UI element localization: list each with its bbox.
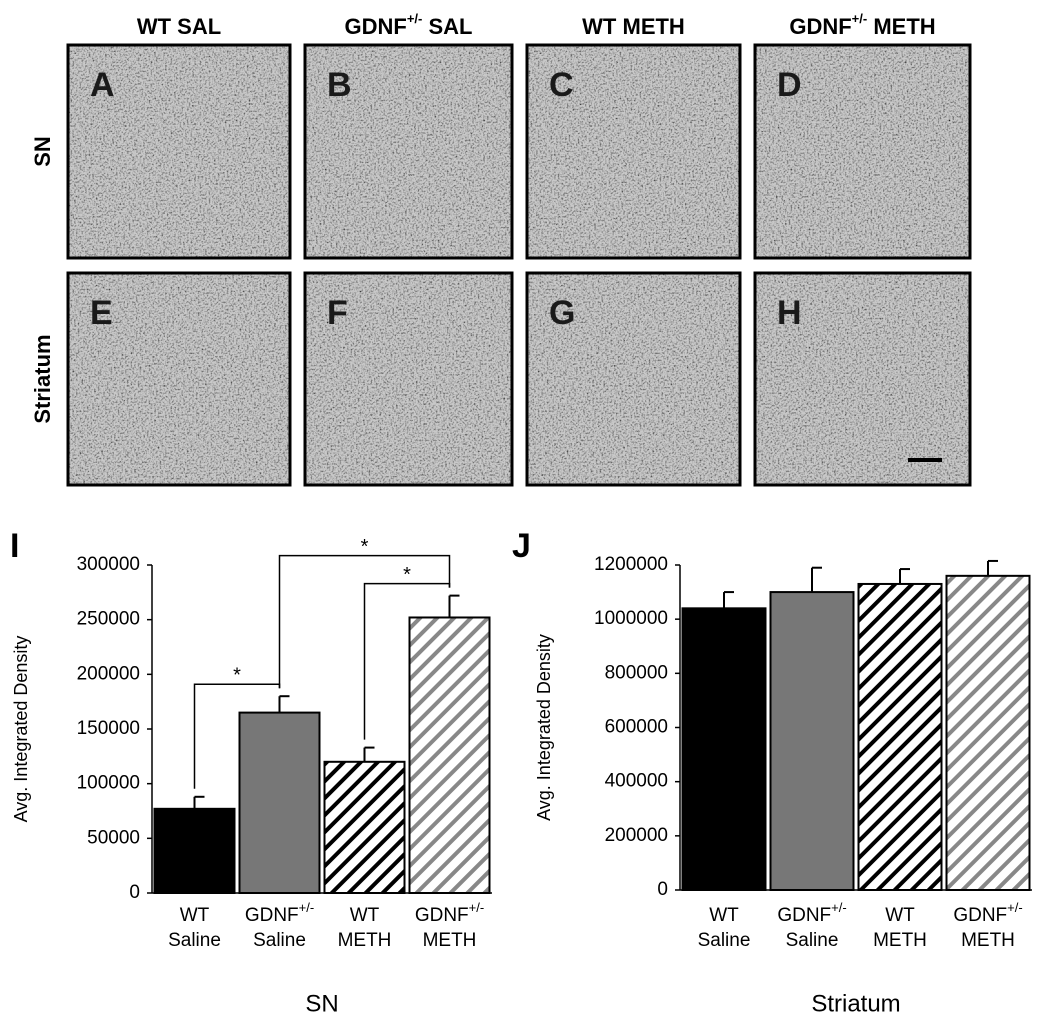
y-tick-label: 1000000 xyxy=(594,608,668,629)
significance-label: * xyxy=(361,536,369,558)
x-axis-label: Striatum xyxy=(811,990,900,1017)
bar xyxy=(408,616,491,894)
panel-letter: B xyxy=(327,66,352,104)
bar xyxy=(857,582,943,891)
column-header-text: WT SAL xyxy=(137,14,221,39)
y-tick-label: 300000 xyxy=(77,554,140,575)
bar xyxy=(945,574,1031,891)
y-axis-label: Avg. Integrated Density xyxy=(534,634,554,821)
x-tick-label-sup: +/- xyxy=(831,900,847,915)
micrograph xyxy=(755,45,970,258)
x-tick-label: WT xyxy=(180,905,210,926)
micrograph-frame xyxy=(303,43,514,260)
panel-letter: E xyxy=(90,294,113,332)
x-tick-label-text: GDNF xyxy=(415,905,469,926)
y-tick-label: 0 xyxy=(129,882,140,903)
y-tick-label: 250000 xyxy=(77,609,140,630)
x-tick-label: GDNF+/- xyxy=(415,900,484,926)
column-header-sup: +/- xyxy=(852,11,868,26)
x-tick-label-text: GDNF xyxy=(777,905,831,926)
y-tick-label: 600000 xyxy=(605,717,668,738)
significance-label: * xyxy=(233,664,241,686)
micrograph-frame xyxy=(303,271,514,487)
y-tick-label: 150000 xyxy=(77,718,140,739)
x-tick-label: GDNF+/- xyxy=(245,900,314,926)
y-tick-label: 200000 xyxy=(605,825,668,846)
x-tick-label-sup: +/- xyxy=(299,900,315,915)
micrograph-frame xyxy=(753,43,972,260)
micrograph xyxy=(527,273,740,485)
column-header: GDNF+/- SAL xyxy=(345,11,473,38)
y-axis-label: Avg. Integrated Density xyxy=(11,636,31,823)
micrograph xyxy=(68,45,290,258)
column-header-tail: METH xyxy=(867,14,935,39)
x-tick-label-sup: +/- xyxy=(1007,900,1023,915)
x-tick-label: METH xyxy=(423,930,477,951)
bar xyxy=(681,607,767,891)
x-tick-label: Saline xyxy=(168,930,221,951)
micrograph xyxy=(305,273,512,485)
x-tick-label-text: GDNF xyxy=(953,905,1007,926)
bar xyxy=(238,711,321,894)
x-tick-label-sup: +/- xyxy=(469,900,485,915)
column-header-text: WT METH xyxy=(582,14,685,39)
y-tick-label: 200000 xyxy=(77,663,140,684)
panel-letter: C xyxy=(549,66,574,104)
y-tick-label: 0 xyxy=(657,879,668,900)
x-tick-label: GDNF+/- xyxy=(777,900,846,926)
bar xyxy=(769,591,855,891)
micrograph xyxy=(527,45,740,258)
x-tick-label: Saline xyxy=(253,930,306,951)
column-header-tail: SAL xyxy=(422,14,472,39)
column-header: WT METH xyxy=(582,14,685,39)
x-tick-label: METH xyxy=(338,930,392,951)
x-tick-label: Saline xyxy=(698,930,751,951)
x-tick-label: METH xyxy=(961,930,1015,951)
panel-letter: H xyxy=(777,294,802,332)
column-header-text: GDNF xyxy=(789,14,851,39)
x-tick-label: GDNF+/- xyxy=(953,900,1022,926)
x-tick-label: Saline xyxy=(786,930,839,951)
micrograph-frame xyxy=(525,271,742,487)
micrograph xyxy=(68,273,290,485)
bar xyxy=(323,760,406,894)
micrograph-frame xyxy=(753,271,972,487)
x-tick-label: METH xyxy=(873,930,927,951)
row-label: SN xyxy=(30,136,55,167)
micrograph-frame xyxy=(66,43,292,260)
y-tick-label: 800000 xyxy=(605,662,668,683)
micrograph-frame xyxy=(525,43,742,260)
panel-letter: G xyxy=(549,294,575,332)
y-tick-label: 50000 xyxy=(87,827,140,848)
x-tick-label: WT xyxy=(350,905,380,926)
y-tick-label: 400000 xyxy=(605,771,668,792)
column-header-sup: +/- xyxy=(407,11,423,26)
row-label: Striatum xyxy=(30,334,55,423)
panel-letter: F xyxy=(327,294,348,332)
significance-label: * xyxy=(403,564,411,586)
micrograph xyxy=(305,45,512,258)
micrograph xyxy=(755,273,970,485)
panel-letter: J xyxy=(512,527,531,565)
column-header: WT SAL xyxy=(137,14,221,39)
y-tick-label: 100000 xyxy=(77,773,140,794)
x-axis-label: SN xyxy=(305,990,338,1017)
micrograph-frame xyxy=(66,271,292,487)
x-tick-label: WT xyxy=(709,905,739,926)
panel-letter: I xyxy=(10,527,19,565)
column-header: GDNF+/- METH xyxy=(789,11,935,38)
bar xyxy=(153,807,236,895)
significance-bracket xyxy=(278,554,451,689)
panel-letter: D xyxy=(777,66,802,104)
y-tick-label: 1200000 xyxy=(594,554,668,575)
x-tick-label: WT xyxy=(885,905,915,926)
column-header-text: GDNF xyxy=(345,14,407,39)
panel-letter: A xyxy=(90,66,115,104)
x-tick-label-text: GDNF xyxy=(245,905,299,926)
